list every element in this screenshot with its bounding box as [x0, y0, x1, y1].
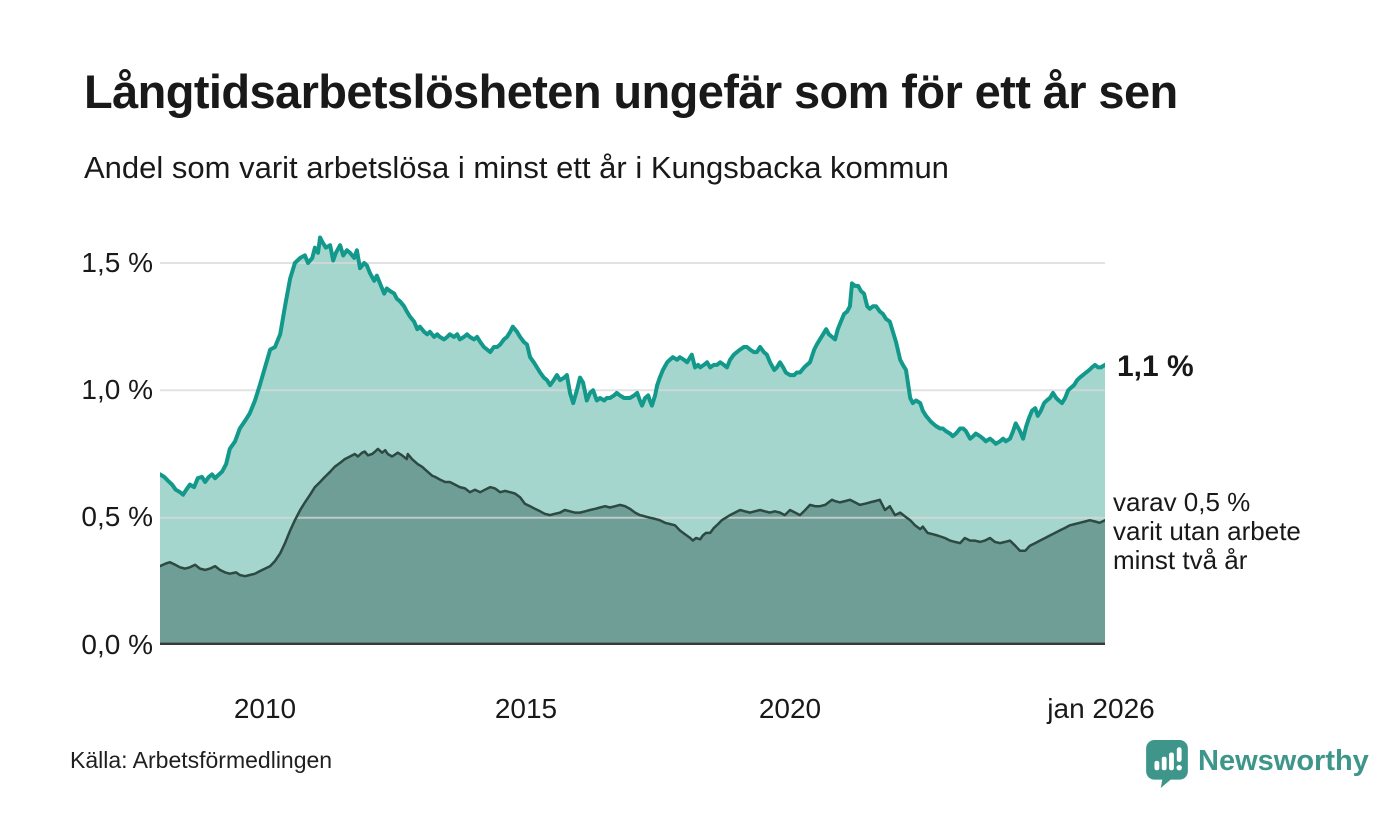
- y-axis-label-1-0: 1,0 %: [81, 374, 153, 405]
- newsworthy-logo-text: Newsworthy: [1198, 745, 1369, 777]
- source-credit: Källa: Arbetsförmedlingen: [70, 747, 333, 773]
- series-end-label-line2: varit utan arbete: [1113, 516, 1301, 546]
- chart-subtitle: Andel som varit arbetslösa i minst ett å…: [84, 150, 949, 185]
- series-end-label-two-years: varav 0,5 % varit utan arbete minst två …: [1113, 488, 1301, 575]
- series-end-label-total: 1,1 %: [1117, 350, 1194, 383]
- x-axis-label-2015: 2015: [494, 693, 558, 724]
- page-title: Långtidsarbetslösheten ungefär som för e…: [84, 65, 1178, 118]
- x-axis-label-2020: 2020: [758, 693, 822, 724]
- newsworthy-logo[interactable]: Newsworthy: [1146, 740, 1369, 793]
- series-end-label-line1: varav 0,5 %: [1113, 487, 1251, 517]
- x-axis-label-2010: 2010: [233, 693, 297, 724]
- area-chart-plot: [160, 235, 1105, 645]
- newsworthy-logo-icon: [1146, 740, 1188, 793]
- x-axis-label-jan-2026: jan 2026: [1047, 693, 1155, 724]
- y-axis-label-0-0: 0,0 %: [81, 629, 153, 660]
- y-axis-label-0-5: 0,5 %: [81, 501, 153, 532]
- series-end-label-line3: minst två år: [1113, 545, 1248, 575]
- y-axis-label-1-5: 1,5 %: [81, 247, 153, 278]
